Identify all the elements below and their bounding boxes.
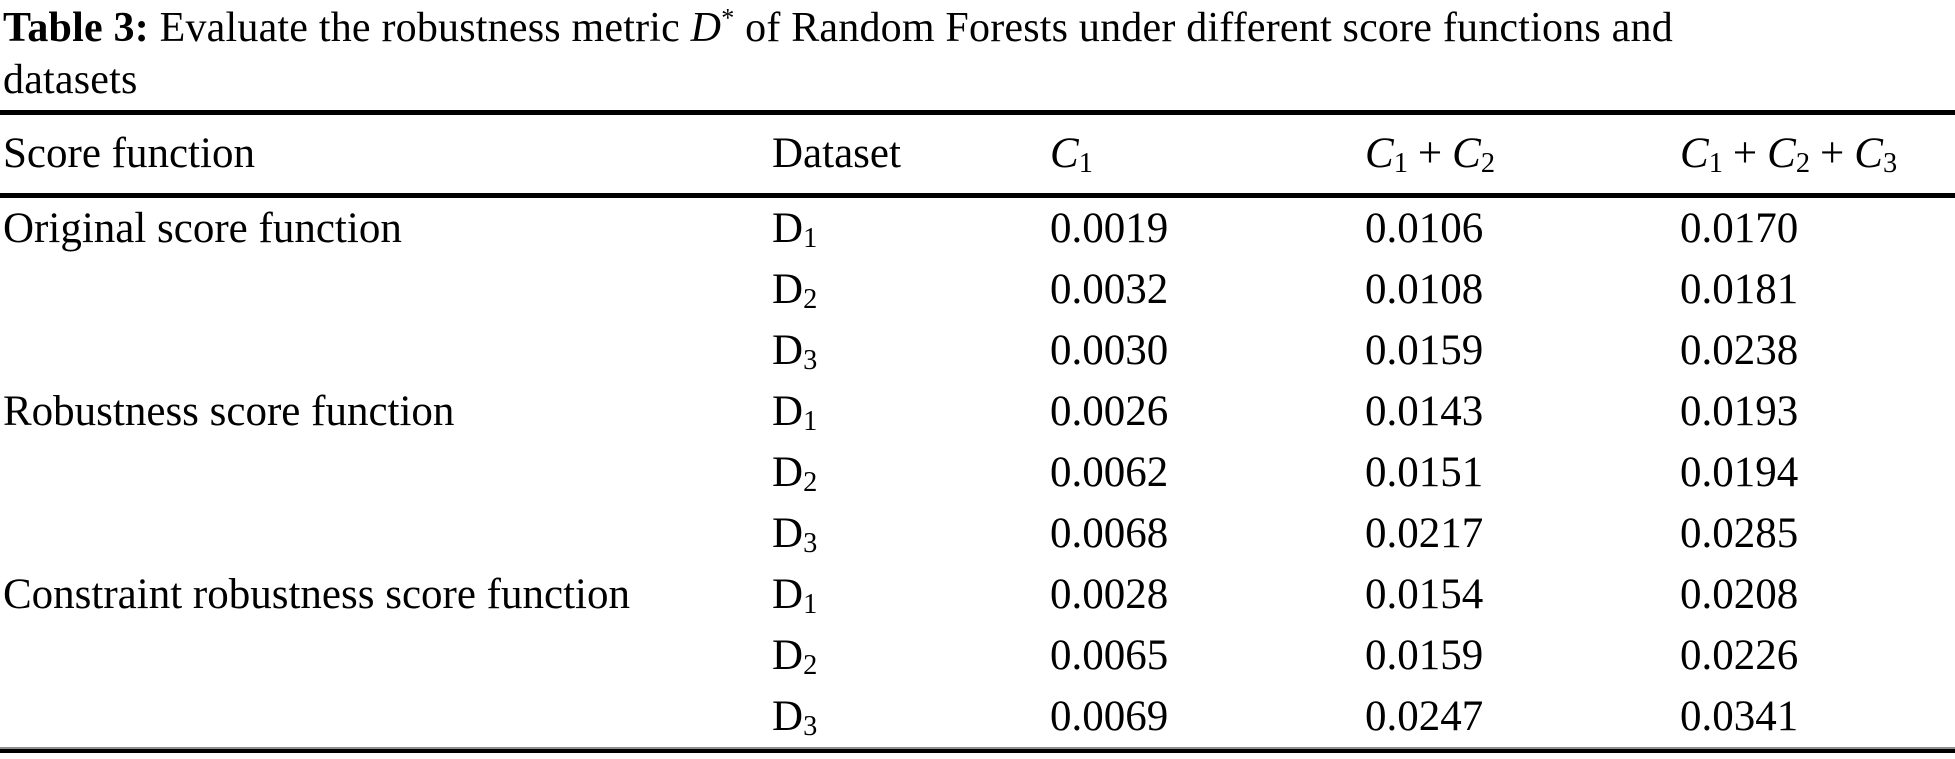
cell-dataset: D3 (772, 510, 818, 560)
caption-text-before: Evaluate the robustness metric (159, 5, 680, 51)
cell-value: 0.0032 (1050, 266, 1169, 313)
cell-value: 0.0226 (1680, 632, 1799, 679)
cell-value: 0.0143 (1365, 388, 1484, 435)
group-label-constraint-robustness: Constraint robustness score function (3, 571, 630, 618)
cell-value: 0.0069 (1050, 693, 1169, 740)
cell-value: 0.0151 (1365, 449, 1484, 496)
header-c1: C1 (1050, 130, 1093, 180)
cell-value: 0.0065 (1050, 632, 1169, 679)
cell-dataset: D2 (772, 449, 818, 499)
cell-value: 0.0026 (1050, 388, 1169, 435)
cell-value: 0.0030 (1050, 327, 1169, 374)
cell-value: 0.0019 (1050, 205, 1169, 252)
cell-value: 0.0285 (1680, 510, 1799, 557)
cell-value: 0.0238 (1680, 327, 1799, 374)
cell-value: 0.0159 (1365, 632, 1484, 679)
caption-text-after: of Random Forests under different score … (745, 5, 1673, 51)
cell-value: 0.0028 (1050, 571, 1169, 618)
metric-symbol: D* (690, 3, 735, 51)
table-row: D2 0.0062 0.0151 0.0194 (0, 442, 1955, 503)
header-c1-plus-c2-plus-c3: C1 + C2 + C3 (1680, 130, 1898, 180)
cell-value: 0.0159 (1365, 327, 1484, 374)
cell-value: 0.0247 (1365, 693, 1484, 740)
header-c1-plus-c2: C1 + C2 (1365, 130, 1496, 180)
table-row: D2 0.0065 0.0159 0.0226 (0, 625, 1955, 686)
cell-value: 0.0341 (1680, 693, 1799, 740)
cell-value: 0.0193 (1680, 388, 1799, 435)
cell-value: 0.0106 (1365, 205, 1484, 252)
table-row: D3 0.0069 0.0247 0.0341 (0, 686, 1955, 747)
table-row: D3 0.0030 0.0159 0.0238 (0, 320, 1955, 381)
cell-dataset: D3 (772, 327, 818, 377)
cell-value: 0.0181 (1680, 266, 1799, 313)
cell-value: 0.0194 (1680, 449, 1799, 496)
table-bottom-rule (0, 747, 1955, 753)
table-row: Original score function D1 0.0019 0.0106… (0, 196, 1955, 260)
cell-value: 0.0170 (1680, 205, 1799, 252)
cell-dataset: D3 (772, 693, 818, 743)
table-header-row: Score function Dataset C1 C1 + C2 C1 + C2 + C3 (0, 113, 1955, 196)
cell-dataset: D1 (772, 205, 818, 255)
table-row: D3 0.0068 0.0217 0.0285 (0, 503, 1955, 564)
cell-value: 0.0217 (1365, 510, 1484, 557)
header-score-function: Score function (3, 130, 255, 177)
caption-label: Table 3: (3, 5, 149, 51)
cell-value: 0.0062 (1050, 449, 1169, 496)
cell-dataset: D2 (772, 632, 818, 682)
cell-value: 0.0208 (1680, 571, 1799, 618)
cell-value: 0.0154 (1365, 571, 1484, 618)
caption-line2: datasets (3, 57, 138, 103)
table-caption: Table 3: Evaluate the robustness metric … (0, 0, 1955, 106)
cell-dataset: D1 (772, 388, 818, 438)
table-row: D2 0.0032 0.0108 0.0181 (0, 259, 1955, 320)
group-label-original: Original score function (3, 205, 402, 252)
cell-dataset: D2 (772, 266, 818, 316)
table-row: Robustness score function D1 0.0026 0.01… (0, 381, 1955, 442)
cell-dataset: D1 (772, 571, 818, 621)
results-table: Score function Dataset C1 C1 + C2 C1 + C2 + C3… (0, 110, 1955, 747)
cell-value: 0.0068 (1050, 510, 1169, 557)
cell-value: 0.0108 (1365, 266, 1484, 313)
table-row: Constraint robustness score function D1 … (0, 564, 1955, 625)
group-label-robustness: Robustness score function (3, 388, 455, 435)
header-dataset: Dataset (772, 130, 901, 177)
